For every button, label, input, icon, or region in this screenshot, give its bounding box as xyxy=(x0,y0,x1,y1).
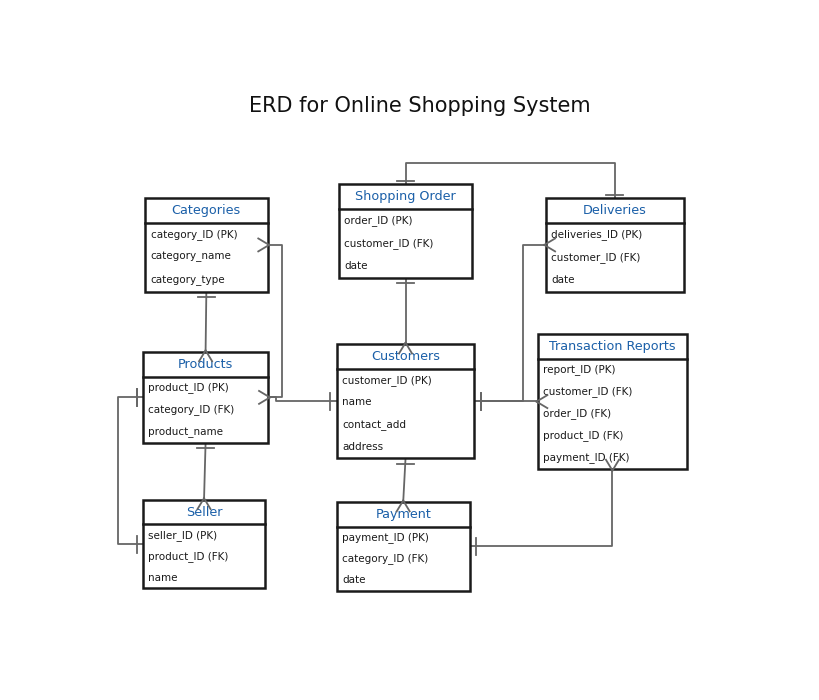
Text: order_ID (FK): order_ID (FK) xyxy=(543,409,611,419)
Text: product_ID (FK): product_ID (FK) xyxy=(543,430,623,442)
Text: date: date xyxy=(342,575,365,585)
Text: product_ID (FK): product_ID (FK) xyxy=(148,551,229,562)
Text: payment_ID (FK): payment_ID (FK) xyxy=(543,452,629,463)
Text: customer_ID (FK): customer_ID (FK) xyxy=(344,238,433,248)
Text: Transaction Reports: Transaction Reports xyxy=(549,340,675,353)
Text: Shopping Order: Shopping Order xyxy=(355,190,455,203)
Bar xyxy=(143,352,268,443)
Bar xyxy=(143,500,265,588)
Text: payment_ID (PK): payment_ID (PK) xyxy=(342,532,428,543)
Text: category_ID (FK): category_ID (FK) xyxy=(342,553,428,564)
Text: Deliveries: Deliveries xyxy=(582,204,646,217)
Text: customer_ID (PK): customer_ID (PK) xyxy=(342,374,431,386)
Bar xyxy=(336,502,469,591)
Text: Categories: Categories xyxy=(171,204,241,217)
Bar xyxy=(537,335,686,469)
Text: date: date xyxy=(550,275,574,286)
Text: product_name: product_name xyxy=(148,426,223,438)
Text: Customers: Customers xyxy=(370,350,440,363)
Text: contact_add: contact_add xyxy=(342,419,405,430)
Text: category_ID (PK): category_ID (PK) xyxy=(151,229,237,239)
Text: address: address xyxy=(342,442,382,452)
Text: ERD for Online Shopping System: ERD for Online Shopping System xyxy=(249,96,590,116)
Text: Products: Products xyxy=(178,358,233,371)
Text: category_type: category_type xyxy=(151,275,225,286)
Bar xyxy=(338,184,472,278)
Bar xyxy=(145,198,267,292)
Text: customer_ID (FK): customer_ID (FK) xyxy=(550,252,640,262)
Text: Seller: Seller xyxy=(186,505,222,519)
Text: date: date xyxy=(344,262,368,272)
Text: order_ID (PK): order_ID (PK) xyxy=(344,215,412,225)
Text: report_ID (PK): report_ID (PK) xyxy=(543,365,615,375)
Bar xyxy=(336,344,474,458)
Text: category_name: category_name xyxy=(151,252,231,262)
Text: name: name xyxy=(342,398,371,407)
Text: product_ID (PK): product_ID (PK) xyxy=(148,382,229,393)
Text: deliveries_ID (PK): deliveries_ID (PK) xyxy=(550,229,642,239)
Text: category_ID (FK): category_ID (FK) xyxy=(148,405,234,415)
Text: name: name xyxy=(148,573,178,582)
Text: Payment: Payment xyxy=(375,508,431,521)
Text: seller_ID (PK): seller_ID (PK) xyxy=(148,530,217,540)
Bar xyxy=(545,198,683,292)
Text: customer_ID (FK): customer_ID (FK) xyxy=(543,386,632,398)
